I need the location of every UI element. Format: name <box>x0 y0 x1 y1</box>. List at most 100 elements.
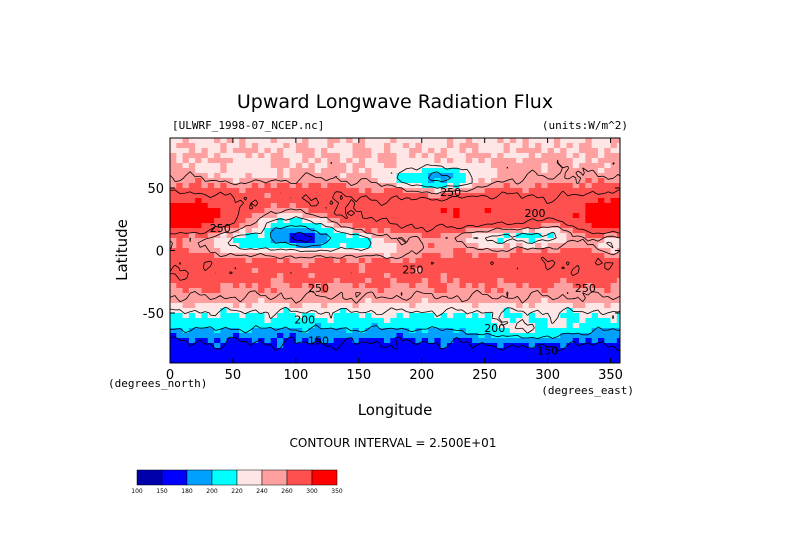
field-cell <box>188 348 196 354</box>
field-cell <box>176 248 184 254</box>
field-cell <box>541 143 549 149</box>
field-cell <box>465 213 473 219</box>
field-cell <box>333 153 341 159</box>
field-cell <box>409 303 417 309</box>
field-cell <box>314 273 322 279</box>
field-cell <box>182 193 190 199</box>
field-cell <box>176 188 184 194</box>
field-cell <box>459 238 467 244</box>
field-cell <box>352 193 360 199</box>
field-cell <box>553 273 561 279</box>
field-cell <box>428 338 435 344</box>
field-cell <box>446 318 454 324</box>
field-cell <box>421 148 429 154</box>
field-cell <box>258 208 265 214</box>
field-cell <box>245 178 253 184</box>
field-cell <box>522 278 530 284</box>
field-cell <box>547 143 555 149</box>
field-cell <box>314 303 322 309</box>
field-cell <box>339 248 347 254</box>
field-cell <box>522 148 530 154</box>
field-cell <box>472 203 479 209</box>
field-cell <box>195 228 203 234</box>
field-cell <box>572 173 580 179</box>
field-cell <box>522 273 530 279</box>
field-cell <box>428 193 435 199</box>
field-cell <box>239 208 247 214</box>
field-cell <box>176 318 184 324</box>
field-cell <box>283 143 291 149</box>
field-cell <box>390 278 398 284</box>
field-cell <box>214 153 221 159</box>
field-cell <box>264 213 272 219</box>
field-cell <box>390 213 398 219</box>
field-cell <box>440 158 448 164</box>
field-cell <box>522 198 530 204</box>
field-cell <box>516 148 524 154</box>
field-cell <box>339 243 347 249</box>
field-cell <box>434 263 442 269</box>
field-cell <box>365 318 372 324</box>
field-cell <box>232 148 240 154</box>
field-cell <box>585 158 593 164</box>
field-cell <box>352 178 360 184</box>
field-cell <box>509 163 517 169</box>
field-cell <box>226 173 234 179</box>
field-cell <box>195 213 203 219</box>
field-cell <box>346 333 354 339</box>
field-cell <box>421 278 429 284</box>
field-cell <box>358 298 366 304</box>
field-cell <box>214 333 221 339</box>
field-cell <box>264 193 272 199</box>
field-cell <box>604 218 612 224</box>
field-cell <box>371 178 379 184</box>
field-cell <box>333 353 341 359</box>
field-cell <box>516 183 524 189</box>
field-cell <box>396 318 404 324</box>
field-cell <box>465 243 473 249</box>
field-cell <box>302 178 310 184</box>
field-cell <box>390 258 398 264</box>
field-cell <box>415 323 423 329</box>
field-cell <box>509 358 517 363</box>
field-cell <box>396 333 404 339</box>
field-cell <box>503 288 511 294</box>
field-cell <box>270 288 278 294</box>
field-cell <box>232 313 240 319</box>
field-cell <box>610 323 618 329</box>
field-cell <box>295 258 303 264</box>
field-cell <box>321 163 328 169</box>
field-cell <box>497 208 505 214</box>
field-cell <box>283 258 291 264</box>
field-cell <box>220 193 228 199</box>
field-cell <box>352 353 360 359</box>
field-cell <box>365 223 372 229</box>
field-cell <box>503 158 511 164</box>
field-cell <box>358 198 366 204</box>
field-cell <box>453 323 461 329</box>
field-cell <box>176 158 184 164</box>
field-cell <box>597 338 605 344</box>
field-cell <box>182 303 190 309</box>
field-cell <box>321 353 328 359</box>
field-cell <box>478 348 486 354</box>
contour-line <box>170 231 620 352</box>
field-cell <box>484 158 492 164</box>
field-cell <box>591 203 599 209</box>
field-cell <box>478 263 486 269</box>
field-cell <box>383 333 391 339</box>
field-cell <box>535 298 542 304</box>
field-cell <box>528 283 536 289</box>
field-cell <box>302 143 310 149</box>
field-cell <box>295 228 303 234</box>
field-cell <box>276 233 284 239</box>
field-cell <box>572 323 580 329</box>
field-cell <box>409 283 417 289</box>
field-cell <box>535 228 542 234</box>
field-cell <box>365 248 372 254</box>
field-cell <box>327 268 335 274</box>
field-cell <box>509 308 517 314</box>
field-cell <box>604 148 612 154</box>
field-cell <box>396 258 404 264</box>
field-cell <box>509 243 517 249</box>
